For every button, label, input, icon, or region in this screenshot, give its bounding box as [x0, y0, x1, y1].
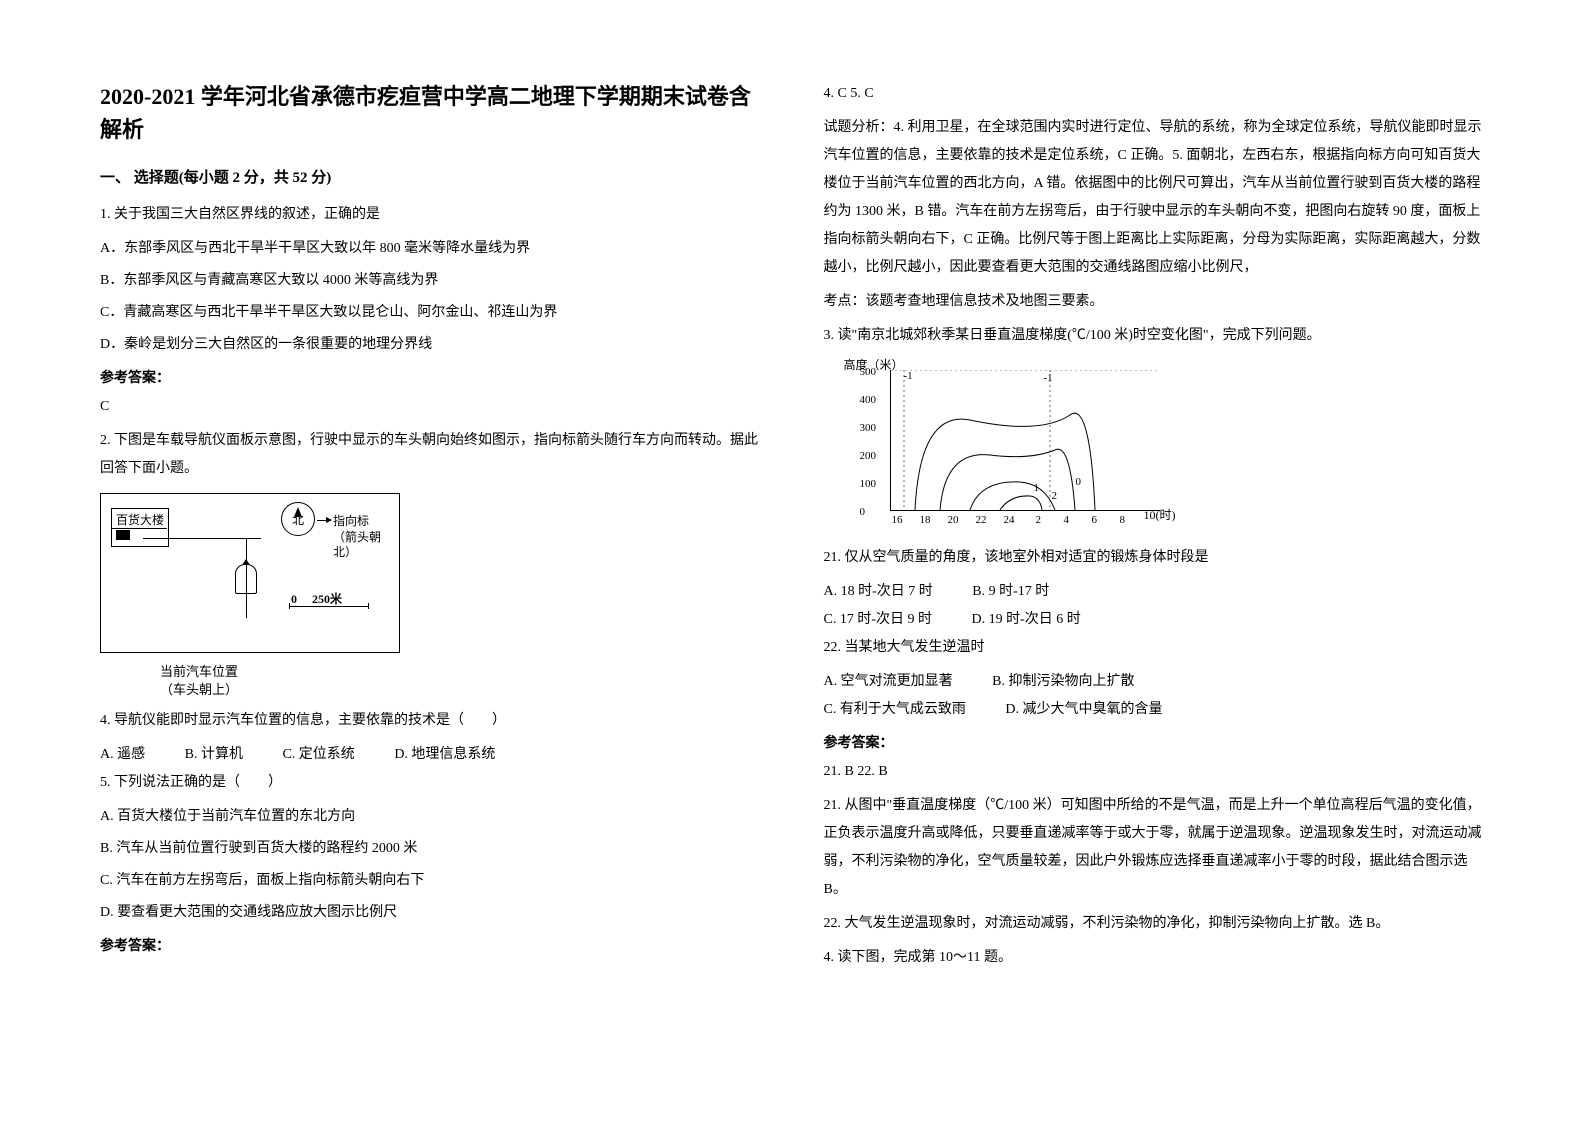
q2-5a: A. 百货大楼位于当前汽车位置的东北方向 [100, 803, 764, 831]
xtick: 16 [892, 514, 903, 526]
nav-diagram: 百货大楼 北 指向标 （箭头朝北） 0 250米 [100, 493, 400, 653]
pointer-l1: 指向标 [333, 514, 369, 528]
exam-page: 2020-2021 学年河北省承德市疙疸营中学高二地理下学期期末试卷含解析 一、… [0, 0, 1587, 1018]
xtick: 20 [948, 514, 959, 526]
right-column: 4. C 5. C 试题分析：4. 利用卫星，在全球范围内实时进行定位、导航的系… [824, 80, 1488, 978]
q2-4c: C. 定位系统 [282, 741, 354, 769]
q2-4b: B. 计算机 [185, 741, 243, 769]
q3-22-opts-row2: C. 有利于大气成云致雨 D. 减少大气中臭氧的含量 [824, 696, 1488, 724]
q2-5b: B. 汽车从当前位置行驶到百货大楼的路程约 2000 米 [100, 835, 764, 863]
q3-answer-label: 参考答案： [824, 730, 1488, 758]
q2-answer-label: 参考答案： [100, 933, 764, 961]
ytick: 500 [860, 366, 877, 378]
q3-22-stem: 22. 当某地大气发生逆温时 [824, 634, 1488, 662]
xtick: 2 [1036, 514, 1042, 526]
q3-21-stem: 21. 仅从空气质量的角度，该地室外相对适宜的锻炼身体时段是 [824, 544, 1488, 572]
ytick: 200 [860, 450, 877, 462]
xtick: 22 [976, 514, 987, 526]
q2-sub5-stem: 5. 下列说法正确的是（ ） [100, 769, 764, 797]
q3-stem: 3. 读"南京北城郊秋季某日垂直温度梯度(℃/100 米)时空变化图"，完成下列… [824, 322, 1488, 350]
q3-21d: D. 19 时-次日 6 时 [972, 606, 1081, 634]
store-icon [116, 530, 130, 540]
q3-22b: B. 抑制污染物向上扩散 [992, 668, 1134, 696]
cap2: （车头朝上） [160, 682, 238, 697]
ytick: 400 [860, 394, 877, 406]
car-icon [235, 564, 257, 594]
cap1: 当前汽车位置 [160, 664, 238, 679]
ytick: 100 [860, 478, 877, 490]
xtick: 4 [1064, 514, 1070, 526]
q2-sub4-stem: 4. 导航仪能即时显示汽车位置的信息，主要依靠的技术是（ ） [100, 707, 764, 735]
compass-icon: 北 [281, 502, 315, 536]
q3-22c: C. 有利于大气成云致雨 [824, 696, 966, 724]
road-seg [111, 528, 167, 529]
q2-sub4-opts: A. 遥感 B. 计算机 C. 定位系统 D. 地理信息系统 [100, 741, 764, 769]
q3-exp22: 22. 大气发生逆温现象时，对流运动减弱，不利污染物的净化，抑制污染物向上扩散。… [824, 910, 1488, 938]
q4-stem: 4. 读下图，完成第 10～11 题。 [824, 944, 1488, 972]
pointer-l2: （箭头朝北） [333, 530, 381, 560]
store-text: 百货大楼 [116, 513, 164, 527]
fig1-caption: 当前汽车位置 （车头朝上） [160, 663, 764, 699]
q3-21a: A. 18 时-次日 7 时 [824, 578, 933, 606]
scale-0: 0 [291, 592, 297, 606]
q1-opt-d: D．秦岭是划分三大自然区的一条很重要的地理分界线 [100, 331, 764, 359]
q2-kaodian: 考点：该题考查地理信息技术及地图三要素。 [824, 288, 1488, 316]
road-seg [143, 538, 261, 539]
q2-4a: A. 遥感 [100, 741, 145, 769]
scale-bar [289, 606, 369, 607]
q2-analysis: 试题分析：4. 利用卫星，在全球范围内实时进行定位、导航的系统，称为全球定位系统… [824, 114, 1488, 282]
q3-22a: A. 空气对流更加显著 [824, 668, 953, 696]
q2-stem: 2. 下图是车载导航仪面板示意图，行驶中显示的车头朝向始终如图示，指向标箭头随行… [100, 427, 764, 483]
q2-5d: D. 要查看更大范围的交通线路应放大图示比例尺 [100, 899, 764, 927]
q1-opt-a: A．东部季风区与西北干旱半干旱区大致以年 800 毫米等降水量线为界 [100, 235, 764, 263]
xtick: 6 [1092, 514, 1098, 526]
section-header: 一、 选择题(每小题 2 分，共 52 分) [100, 166, 764, 187]
q3-21-opts-row1: A. 18 时-次日 7 时 B. 9 时-17 时 [824, 578, 1488, 606]
q3-answers: 21. B 22. B [824, 758, 1488, 786]
x-axis [890, 510, 1160, 511]
q1-opt-b: B．东部季风区与青藏高寒区大致以 4000 米等高线为界 [100, 267, 764, 295]
ytick: 300 [860, 422, 877, 434]
q1-stem: 1. 关于我国三大自然区界线的叙述，正确的是 [100, 201, 764, 229]
q1-answer: C [100, 393, 764, 421]
scale-label: 0 250米 [291, 590, 342, 607]
north-char: 北 [292, 511, 304, 528]
q3-21-opts-row2: C. 17 时-次日 9 时 D. 19 时-次日 6 时 [824, 606, 1488, 634]
ytick: 0 [860, 506, 866, 518]
q2-answers: 4. C 5. C [824, 80, 1488, 108]
xtick: 24 [1004, 514, 1015, 526]
arrow-line [317, 520, 331, 521]
q3-21c: C. 17 时-次日 9 时 [824, 606, 933, 634]
q3-22-opts-row1: A. 空气对流更加显著 B. 抑制污染物向上扩散 [824, 668, 1488, 696]
q2-4d: D. 地理信息系统 [394, 741, 495, 769]
scale-250: 250米 [312, 592, 342, 606]
q1-answer-label: 参考答案： [100, 365, 764, 393]
contour-svg [890, 370, 1160, 510]
q1-opt-c: C．青藏高寒区与西北干旱半干旱区大致以昆仑山、阿尔金山、祁连山为界 [100, 299, 764, 327]
q3-exp21: 21. 从图中"垂直温度梯度（℃/100 米）可知图中所给的不是气温，而是上升一… [824, 792, 1488, 904]
left-column: 2020-2021 学年河北省承德市疙疸营中学高二地理下学期期末试卷含解析 一、… [100, 80, 764, 978]
q3-21b: B. 9 时-17 时 [972, 578, 1049, 606]
q2-5c: C. 汽车在前方左拐弯后，面板上指向标箭头朝向右下 [100, 867, 764, 895]
pointer-label: 指向标 （箭头朝北） [333, 514, 399, 561]
temp-gradient-chart: 高度（米） 10(时) 500 400 300 200 100 0 16 18 … [844, 356, 1184, 536]
xtick: 8 [1120, 514, 1126, 526]
q3-22d: D. 减少大气中臭氧的含量 [1005, 696, 1162, 724]
exam-title: 2020-2021 学年河北省承德市疙疸营中学高二地理下学期期末试卷含解析 [100, 80, 764, 146]
xtick: 18 [920, 514, 931, 526]
